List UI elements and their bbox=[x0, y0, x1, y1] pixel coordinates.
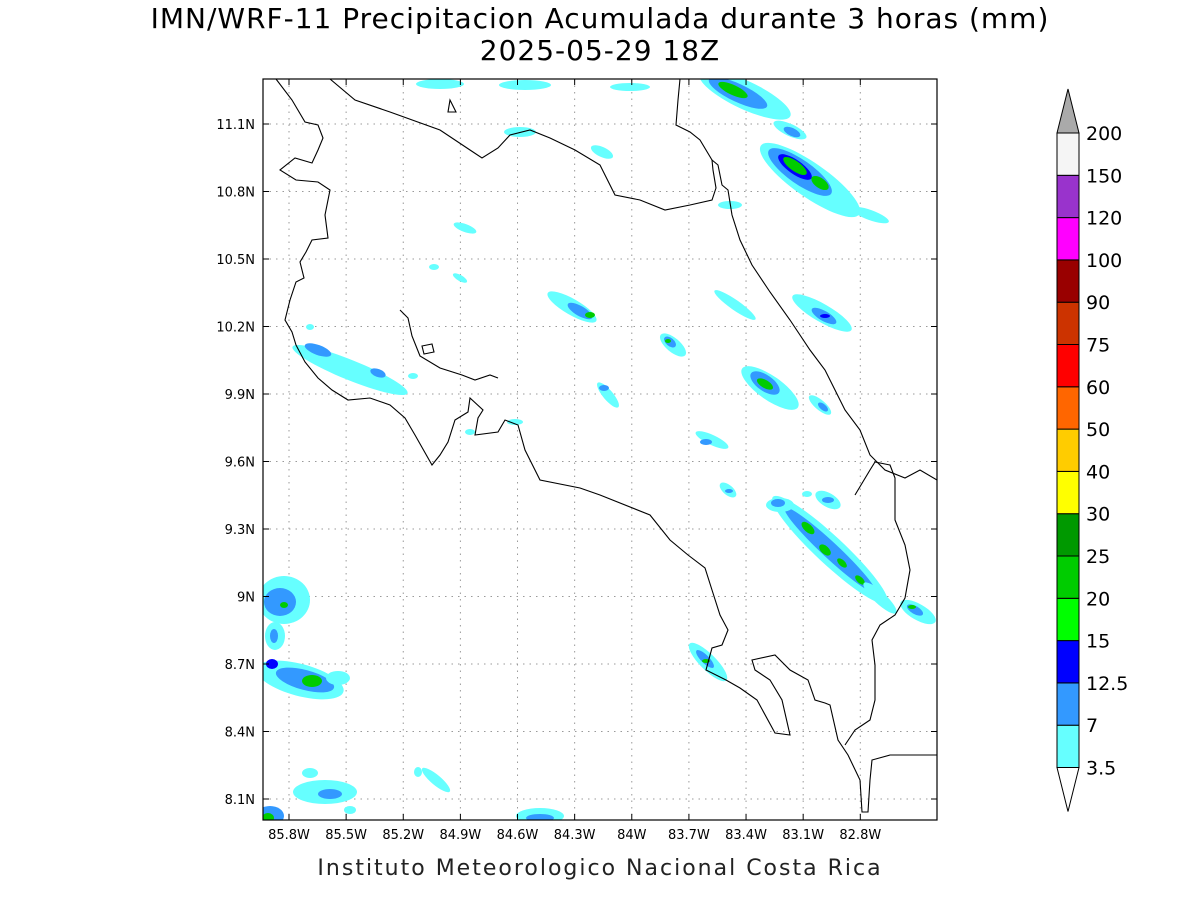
precip-cluster-southwest bbox=[263, 576, 350, 700]
lon-tick-label: 83.1W bbox=[782, 828, 824, 843]
map-subtitle: 2025-05-29 18Z bbox=[479, 34, 721, 67]
lat-tick-label: 9N bbox=[237, 591, 255, 606]
colorbar-label: 12.5 bbox=[1086, 673, 1128, 695]
grid-lines bbox=[263, 79, 937, 820]
coastline bbox=[275, 79, 937, 813]
precipitation-field bbox=[263, 79, 936, 820]
lon-tick-label: 82.8W bbox=[839, 828, 881, 843]
colorbar-label: 150 bbox=[1086, 165, 1122, 187]
colorbar-label: 3.5 bbox=[1086, 758, 1116, 780]
colorbar-segment bbox=[1056, 513, 1080, 557]
colorbar-label: 7 bbox=[1086, 715, 1098, 737]
colorbar-label: 20 bbox=[1086, 588, 1110, 610]
colorbar-label: 90 bbox=[1086, 292, 1110, 314]
colorbar-label: 200 bbox=[1086, 123, 1122, 145]
plot-frame bbox=[262, 78, 938, 821]
colorbar-segment bbox=[1056, 301, 1080, 346]
colorbar-segment bbox=[1056, 386, 1080, 430]
lat-tick-label: 8.1N bbox=[225, 793, 255, 808]
lon-tick-label: 84.9W bbox=[439, 828, 481, 843]
axis-ticks: 85.8W 85.5W 85.2W 84.9W 84.6W 84.3W 84W 83.7W 83… bbox=[216, 79, 937, 843]
precip-top-1 bbox=[416, 79, 464, 89]
colorbar-segment bbox=[1056, 682, 1080, 726]
lat-tick-label: 10.8N bbox=[216, 186, 255, 201]
colorbar-label: 25 bbox=[1086, 546, 1110, 568]
lat-tick-label: 8.7N bbox=[225, 658, 255, 673]
colorbar-label: 75 bbox=[1086, 335, 1110, 357]
colorbar-segment bbox=[1056, 132, 1080, 176]
colorbar-bottom-arrow bbox=[1056, 767, 1080, 812]
colorbar-label: 60 bbox=[1086, 377, 1110, 399]
lat-tick-label: 9.6N bbox=[225, 456, 255, 471]
lat-tick-label: 11.1N bbox=[216, 118, 255, 133]
colorbar-segment bbox=[1056, 724, 1080, 769]
footer-credit: Instituto Meteorologico Nacional Costa R… bbox=[317, 856, 883, 881]
lon-tick-label: 83.4W bbox=[725, 828, 767, 843]
lat-tick-label: 9.3N bbox=[225, 523, 255, 538]
colorbar-segment bbox=[1056, 344, 1080, 388]
precip-cluster-northeast bbox=[699, 79, 889, 224]
colorbar-segment bbox=[1056, 640, 1080, 684]
colorbar-segment bbox=[1056, 217, 1080, 261]
lat-tick-label: 10.2N bbox=[216, 321, 255, 336]
colorbar-label: 15 bbox=[1086, 631, 1110, 653]
colorbar-segment bbox=[1056, 259, 1080, 303]
precip-cluster-southeast bbox=[766, 490, 936, 625]
colorbar: 3.5 7 12.5 15 20 25 30 40 50 60 75 90 100 120 150 200 bbox=[1056, 88, 1128, 812]
colorbar-top-arrow bbox=[1056, 88, 1080, 134]
colorbar-label: 30 bbox=[1086, 504, 1110, 526]
lon-tick-label: 84W bbox=[617, 828, 647, 843]
precip-top-3 bbox=[610, 83, 650, 91]
colorbar-label: 100 bbox=[1086, 250, 1122, 272]
lat-tick-label: 10.5N bbox=[216, 253, 255, 268]
lon-tick-label: 84.3W bbox=[554, 828, 596, 843]
colorbar-segment bbox=[1056, 555, 1080, 599]
colorbar-label: 40 bbox=[1086, 461, 1110, 483]
map-title: IMN/WRF-11 Precipitacion Acumulada duran… bbox=[150, 2, 1050, 35]
lon-tick-label: 83.7W bbox=[668, 828, 710, 843]
lon-tick-label: 85.2W bbox=[382, 828, 424, 843]
colorbar-segment bbox=[1056, 174, 1080, 219]
colorbar-label: 120 bbox=[1086, 208, 1122, 230]
lat-tick-label: 9.9N bbox=[225, 388, 255, 403]
colorbar-segment bbox=[1056, 597, 1080, 642]
colorbar-label: 50 bbox=[1086, 419, 1110, 441]
lat-tick-label: 8.4N bbox=[225, 726, 255, 741]
lon-tick-label: 85.8W bbox=[268, 828, 310, 843]
precip-top-2 bbox=[499, 80, 551, 90]
colorbar-segment bbox=[1056, 470, 1080, 515]
colorbar-segment bbox=[1056, 428, 1080, 472]
lon-tick-label: 85.5W bbox=[325, 828, 367, 843]
lon-tick-label: 84.6W bbox=[497, 828, 539, 843]
